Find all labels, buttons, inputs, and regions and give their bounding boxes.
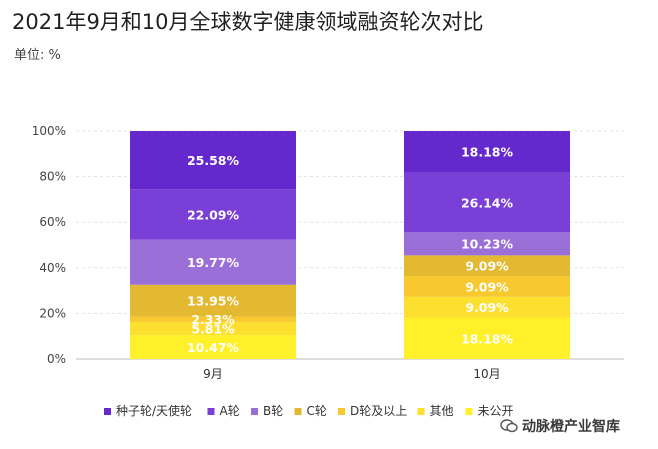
legend-label: D轮及以上 <box>350 404 407 418</box>
data-label: 26.14% <box>461 195 514 210</box>
data-label: 22.09% <box>187 208 240 223</box>
wechat-icon <box>500 419 518 433</box>
chart-unit: 单位: % <box>14 48 61 63</box>
legend-label: 未公开 <box>478 404 514 418</box>
y-tick-label: 60% <box>39 215 66 229</box>
bar-segment <box>404 232 570 256</box>
y-axis-ticks: 0% 20% 40% 60% 80% 100% <box>32 124 66 366</box>
bar-segment <box>404 317 570 359</box>
legend-swatch <box>251 408 258 415</box>
legend-swatch <box>465 408 473 415</box>
legend-label: B轮 <box>263 404 283 418</box>
legend-swatch <box>338 408 345 415</box>
data-label: 10.47% <box>187 340 240 355</box>
bar-segment <box>130 284 296 317</box>
legend-label: 其他 <box>430 404 454 418</box>
y-tick-label: 20% <box>39 306 66 320</box>
x-category-label: 10月 <box>473 367 500 381</box>
y-tick-label: 0% <box>47 352 66 366</box>
data-label: 18.18% <box>461 331 514 346</box>
legend-label: A轮 <box>220 404 240 418</box>
bar-segment <box>130 321 296 336</box>
bar-segment <box>130 316 296 322</box>
bar-segment <box>404 276 570 297</box>
data-label: 25.58% <box>187 153 240 168</box>
y-tick-label: 100% <box>32 124 66 138</box>
y-tick-label: 80% <box>39 170 66 184</box>
bar-segment <box>130 335 296 359</box>
legend: 种子轮/天使轮 A轮 B轮 C轮 D轮及以上 其他 未公开 <box>104 403 514 418</box>
data-label: 10.23% <box>461 237 514 252</box>
legend-swatch <box>417 408 425 415</box>
legend-label: C轮 <box>307 404 327 418</box>
bar-segment <box>404 296 570 318</box>
data-label: 13.95% <box>187 294 240 309</box>
data-label: 5.81% <box>191 322 235 337</box>
bars <box>130 131 570 359</box>
data-label: 19.77% <box>187 255 240 270</box>
bar-segment <box>404 131 570 173</box>
bar-segment <box>130 239 296 285</box>
legend-swatch <box>207 408 215 415</box>
watermark-text: 动脉橙产业智库 <box>522 419 620 435</box>
data-label: 18.18% <box>461 145 514 160</box>
data-label: 9.09% <box>465 259 509 274</box>
data-label: 9.09% <box>465 300 509 315</box>
chart-title: 2021年9月和10月全球数字健康领域融资轮次对比 <box>12 10 484 34</box>
bar-segment <box>130 189 296 240</box>
watermark: 动脉橙产业智库 <box>500 416 620 436</box>
legend-label: 种子轮/天使轮 <box>116 403 192 418</box>
legend-swatch <box>294 408 302 415</box>
bar-segment <box>130 131 296 190</box>
bar-segment <box>404 172 570 233</box>
bar-segment <box>404 255 570 277</box>
data-label: 2.33% <box>191 312 235 327</box>
data-label: 9.09% <box>465 279 509 294</box>
x-axis-labels: 9月 10月 <box>203 367 500 381</box>
data-labels: 10.47% 5.81%2.33% 13.95% 19.77% 22.09% 25.58%… <box>187 145 514 355</box>
y-tick-label: 40% <box>39 261 66 275</box>
legend-swatch <box>104 408 111 415</box>
x-category-label: 9月 <box>203 367 223 381</box>
